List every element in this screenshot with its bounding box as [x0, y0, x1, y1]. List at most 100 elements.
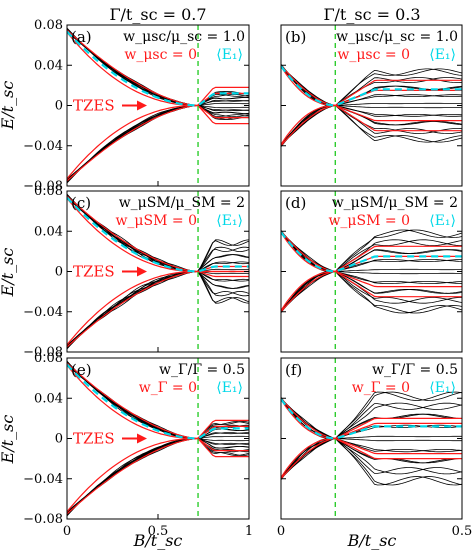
- y-tick-label: 0: [55, 99, 63, 114]
- black-realization-curve: [67, 438, 249, 517]
- black-realization-curve: [281, 105, 462, 147]
- disorder-strength-annotation: w_μsc/μ_sc = 1.0: [336, 29, 458, 45]
- curves-group: [281, 229, 462, 314]
- red-clean-curve: [67, 437, 249, 515]
- black-realization-curve: [281, 104, 462, 148]
- x-tick-label: 0.5: [452, 524, 473, 539]
- panel-e: 0.080.040−0.04−0.080 0.5 1(e) w_Γ/Γ = 0.5w_…: [23, 351, 253, 539]
- black-realization-curve: [67, 271, 249, 349]
- x-tick-label: 0: [63, 524, 71, 539]
- column-title-left: Γ/t_sc = 0.7: [109, 5, 206, 24]
- black-realization-curve: [281, 65, 462, 106]
- y-tick-label: −0.08: [23, 512, 63, 527]
- black-realization-curve: [281, 397, 462, 439]
- x-tick-label: 0.5: [148, 524, 169, 539]
- average-energy-annotation: ⟨E₁⟩: [216, 380, 243, 396]
- black-realization-curve: [67, 438, 249, 516]
- average-E1-curve: [67, 363, 249, 440]
- x-axis-label-left: B/t_sc: [133, 531, 183, 550]
- clean-limit-annotation: w_μSM = 0: [328, 213, 410, 229]
- panel-label: (c): [71, 194, 91, 212]
- red-clean-curve: [67, 270, 249, 346]
- average-energy-annotation: ⟨E₁⟩: [216, 47, 243, 63]
- red-clean-curve: [281, 66, 462, 107]
- curves-group: [67, 360, 249, 517]
- average-E1-curve: [281, 231, 462, 273]
- y-tick-label: 0: [55, 432, 63, 447]
- black-realization-curve: [67, 193, 249, 273]
- panel-label: (e): [71, 361, 92, 379]
- red-clean-curve: [67, 437, 249, 513]
- black-realization-curve: [281, 105, 462, 146]
- red-clean-curve: [281, 437, 462, 480]
- red-clean-curve: [67, 104, 249, 180]
- average-E1-curve: [67, 30, 249, 107]
- panel-f: 0 0.5 (f) w_Γ/Γ = 0.5 w_Γ = 0 ⟨E₁⟩: [277, 357, 473, 539]
- red-clean-curve: [281, 104, 462, 147]
- black-realization-curve: [281, 64, 462, 106]
- x-axis-label-right: B/t_sc: [347, 531, 397, 550]
- black-realization-curve: [67, 360, 249, 439]
- disorder-strength-annotation: w_μsc/μ_sc = 1.0: [123, 29, 245, 45]
- panels-group: 0.08 0.04 0 −0.04 −0.08 (a) w_μsc/μ_sc = 1.0 w_…: [23, 18, 472, 539]
- y-tick-label: 0.04: [34, 224, 63, 239]
- black-realization-curve: [281, 438, 462, 479]
- red-clean-curve: [67, 364, 249, 440]
- red-clean-curve: [67, 270, 249, 348]
- black-realization-curve: [281, 229, 462, 272]
- black-realization-curve: [281, 63, 462, 107]
- clean-limit-annotation: w_Γ = 0: [352, 380, 410, 396]
- panel-label: (d): [285, 194, 306, 212]
- y-tick-label: 0.08: [34, 18, 63, 33]
- curves-group: [67, 27, 249, 184]
- y-tick-label: 0.08: [34, 351, 63, 366]
- y-axis-label-row-2: E/t_sc: [0, 248, 17, 298]
- black-realization-curve: [281, 65, 462, 106]
- y-axis-label-row-1: E/t_sc: [0, 81, 17, 131]
- curves-group: [281, 63, 462, 148]
- red-clean-curve: [281, 104, 462, 145]
- x-tick-label: 0: [277, 524, 285, 539]
- y-tick-label: 0.04: [34, 58, 63, 73]
- black-realization-curve: [281, 105, 462, 147]
- y-tick-label: 0.04: [34, 391, 63, 406]
- red-clean-curve: [281, 64, 462, 107]
- average-energy-annotation: ⟨E₁⟩: [429, 213, 456, 229]
- black-realization-curve: [281, 105, 462, 145]
- red-clean-curve: [281, 397, 462, 440]
- average-energy-annotation: ⟨E₁⟩: [216, 213, 243, 229]
- black-realization-curve: [281, 398, 462, 439]
- clean-limit-annotation: w_Γ = 0: [139, 380, 197, 396]
- red-clean-curve: [281, 232, 462, 273]
- black-realization-curve: [281, 105, 462, 147]
- black-realization-curve: [281, 438, 462, 486]
- panel-label: (b): [285, 28, 306, 46]
- black-realization-curve: [281, 66, 462, 106]
- x-tick-label: 1: [245, 524, 253, 539]
- panel-d: (d) w_μSM/μ_SM = 2 w_μSM = 0 ⟨E₁⟩: [280, 190, 463, 353]
- panel-label: (a): [71, 28, 92, 46]
- y-tick-label: −0.04: [23, 139, 63, 154]
- panel-label: (f): [285, 361, 302, 379]
- black-realization-curve: [281, 271, 462, 314]
- tzes-arrow-head: [137, 100, 147, 111]
- disorder-strength-annotation: w_μSM/μ_SM = 2: [119, 195, 245, 211]
- black-realization-curve: [281, 65, 462, 106]
- column-title-right: Γ/t_sc = 0.3: [323, 5, 420, 24]
- disorder-strength-annotation: w_Γ/Γ = 0.5: [159, 362, 245, 378]
- tzes-label: TZES: [73, 97, 115, 115]
- y-tick-label: −0.08: [23, 345, 63, 360]
- black-realization-curve: [67, 270, 249, 350]
- black-realization-curve: [67, 105, 249, 184]
- clean-limit-annotation: w_μsc = 0: [124, 47, 197, 63]
- y-axis-label-row-3: E/t_sc: [0, 415, 17, 465]
- tzes-label: TZES: [73, 263, 115, 281]
- y-tick-label: −0.04: [23, 305, 63, 320]
- red-clean-curve: [67, 197, 249, 273]
- black-realization-curve: [281, 391, 462, 439]
- black-realization-curve: [281, 438, 462, 486]
- clean-limit-annotation: w_μsc = 0: [337, 47, 410, 63]
- curves-group: [67, 193, 249, 350]
- black-realization-curve: [67, 105, 249, 183]
- black-realization-curve: [281, 438, 462, 480]
